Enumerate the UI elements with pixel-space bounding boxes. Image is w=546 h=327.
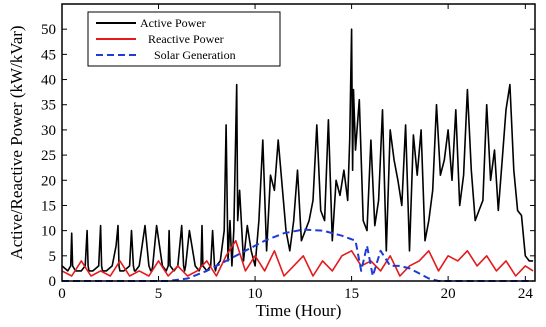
x-tick-label: 24 xyxy=(518,286,534,302)
y-tick-label: 25 xyxy=(41,148,56,164)
y-tick-label: 20 xyxy=(41,173,56,189)
y-tick-label: 45 xyxy=(41,47,56,63)
x-tick-label: 0 xyxy=(58,286,66,302)
x-tick-label: 15 xyxy=(344,286,359,302)
y-tick-label: 5 xyxy=(49,249,57,265)
legend-entries: Active Power Reactive Power Solar Generati… xyxy=(96,16,236,62)
legend-label-0: Active Power xyxy=(140,16,206,30)
y-tick-label: 40 xyxy=(41,73,56,89)
plot-frame xyxy=(61,3,536,282)
x-axis-label: Time (Hour) xyxy=(256,301,342,320)
legend-label-2: Solar Generation xyxy=(154,48,236,62)
y-tick-label: 35 xyxy=(41,98,56,114)
series-line-0 xyxy=(61,28,534,272)
y-tick-label: 0 xyxy=(49,274,57,290)
series-layer xyxy=(61,28,534,282)
series-line-1 xyxy=(61,239,534,277)
series-line-2 xyxy=(62,228,534,282)
y-tick-label: 50 xyxy=(41,22,56,38)
x-tick-label: 20 xyxy=(441,286,456,302)
tick-layer: 0 5 10 15 20 24 0 5 10 15 20 25 30 35 40 45 50 xyxy=(41,4,535,302)
legend-label-1: Reactive Power xyxy=(148,32,224,46)
x-tick-label: 5 xyxy=(155,286,163,302)
y-axis-label: Active/Reactive Power (kW/kVar) xyxy=(7,25,26,259)
legend: Active Power Reactive Power Solar Generati… xyxy=(87,11,281,67)
x-tick-label: 10 xyxy=(248,286,263,302)
y-tick-label: 10 xyxy=(41,224,56,240)
y-tick-label: 30 xyxy=(41,123,56,139)
y-tick-label: 15 xyxy=(41,198,56,214)
